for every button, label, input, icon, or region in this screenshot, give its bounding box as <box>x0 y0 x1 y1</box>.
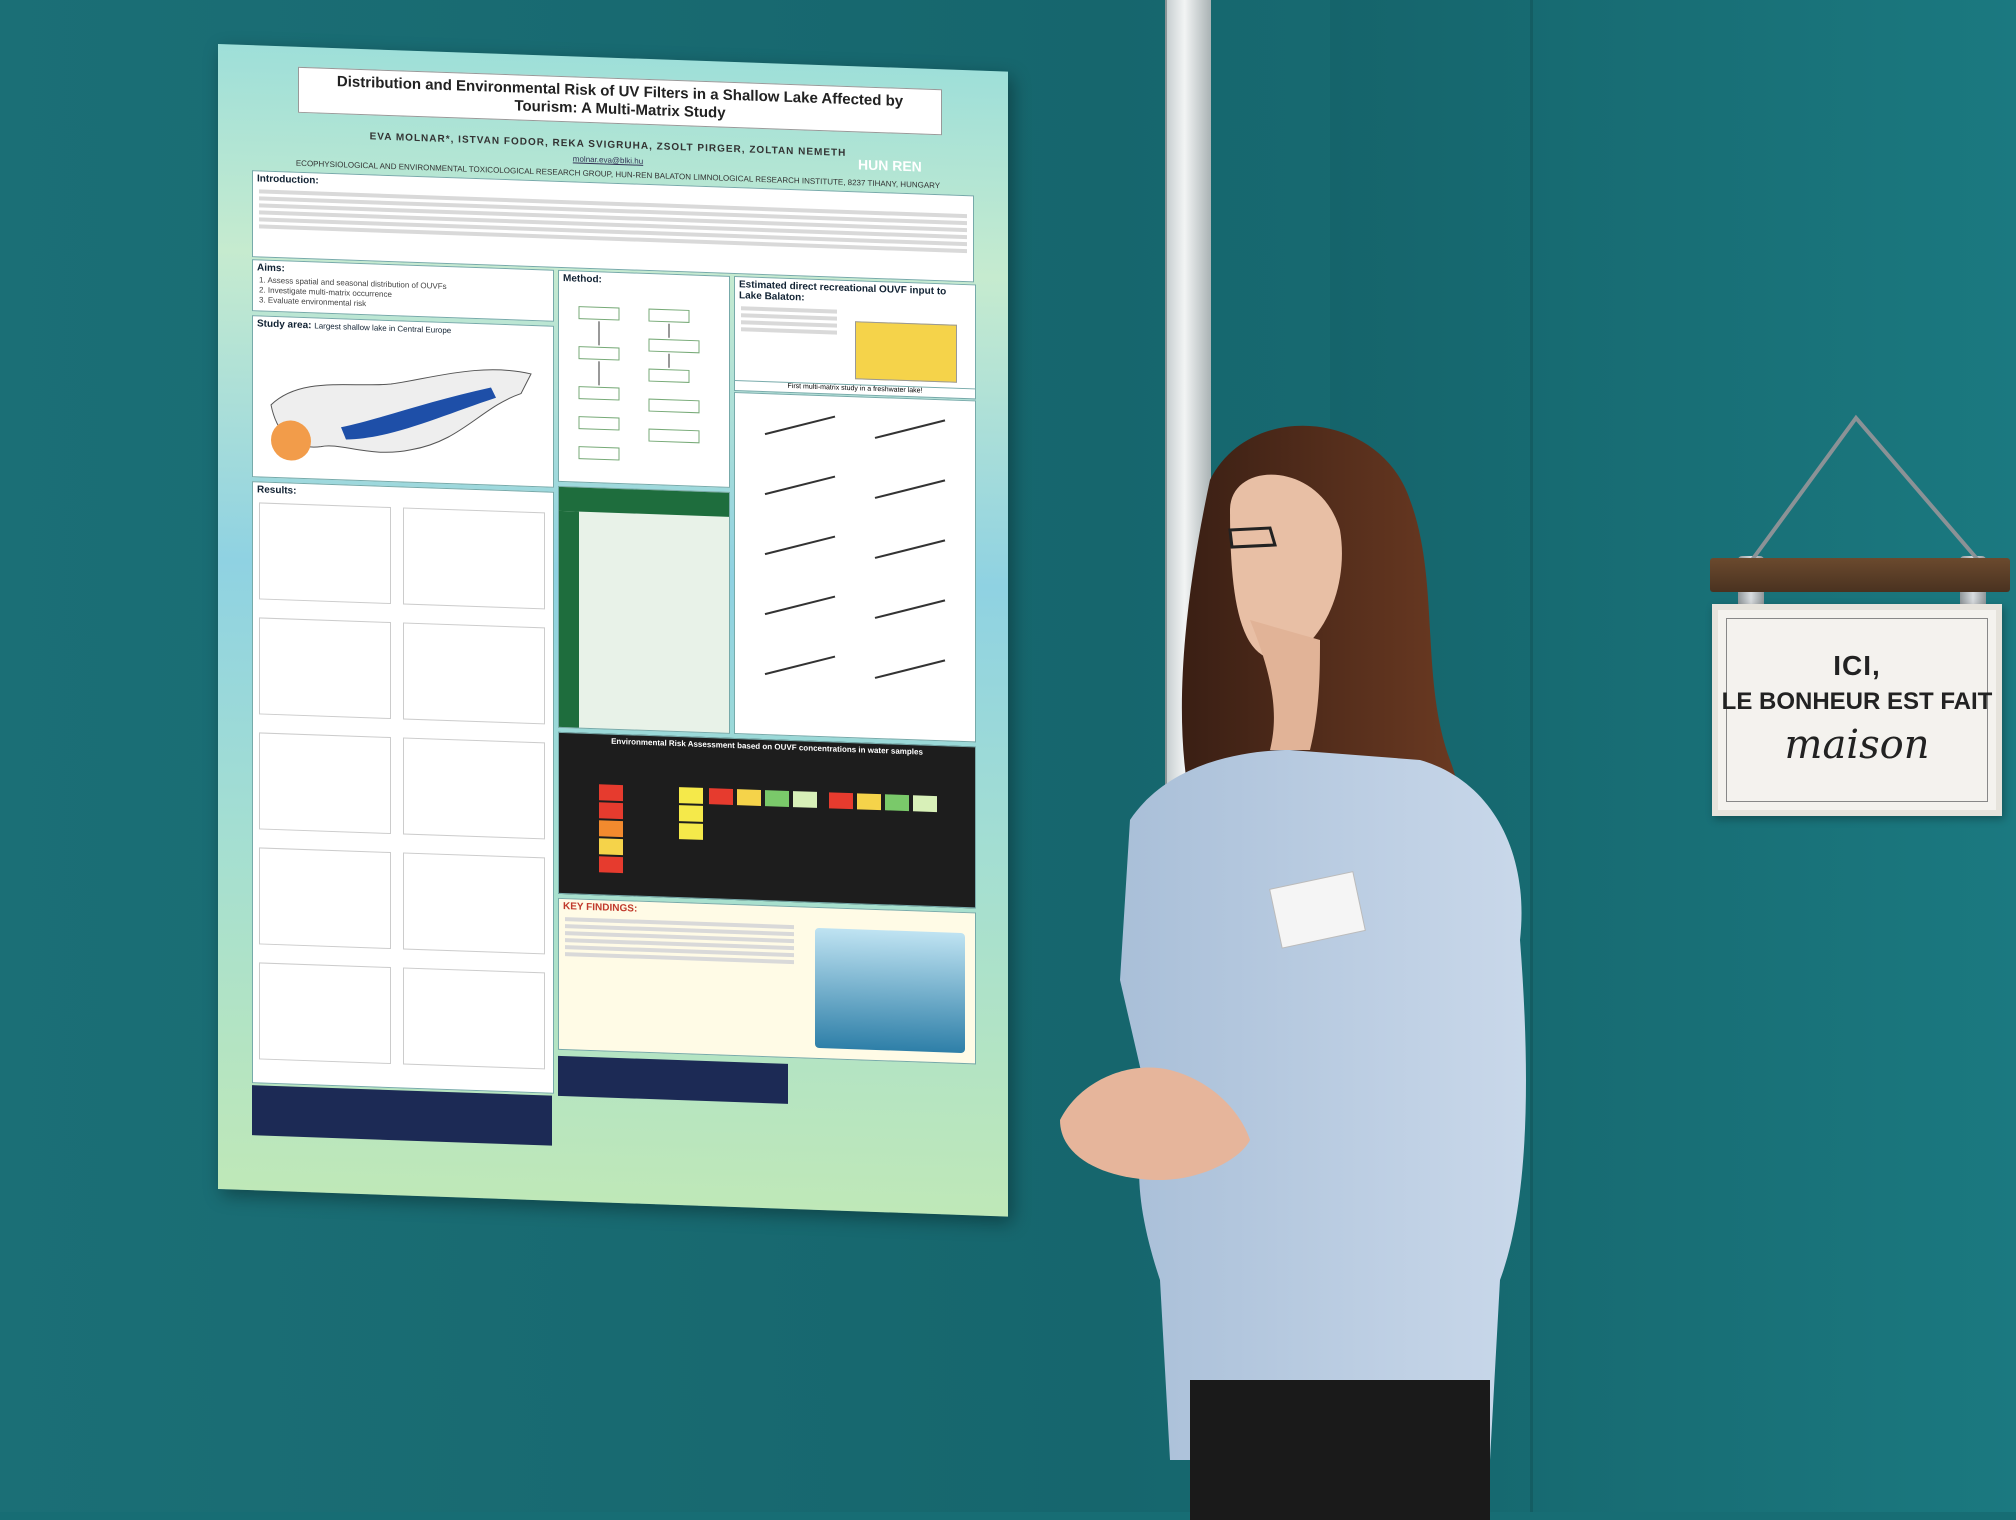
institute-logo: HUN REN <box>858 156 922 175</box>
key-findings-box: KEY FINDINGS: <box>558 897 976 1065</box>
boxplot-chart <box>403 737 545 840</box>
scientific-poster: Distribution and Environmental Risk of U… <box>218 44 1008 1217</box>
boxplot-chart <box>259 962 391 1065</box>
sign-text-line3: maison <box>1784 722 1930 768</box>
map-grid <box>764 415 946 679</box>
boxplot-chart <box>259 617 391 720</box>
boxplot-chart <box>403 622 545 725</box>
wall-corner <box>1530 0 1533 1512</box>
results-box: Results: <box>252 481 554 1094</box>
method-box: Method: <box>558 269 730 488</box>
boxplot-chart <box>259 732 391 835</box>
funding-note <box>558 1055 788 1104</box>
significance-table <box>558 485 730 734</box>
risk-assessment-table: Environmental Risk Assessment based on O… <box>558 731 976 909</box>
sign-chain <box>1750 414 1980 562</box>
aims-box: Aims: 1. Assess spatial and seasonal dis… <box>252 259 554 322</box>
wall-sign: ICI, LE BONHEUR EST FAIT maison <box>1712 604 2002 816</box>
lake-map <box>270 369 532 461</box>
presenter-person <box>1060 425 1526 1520</box>
estimated-input-heading: Estimated direct recreational OUVF input… <box>739 279 947 304</box>
lake-illustration <box>815 927 965 1054</box>
method-flowchart <box>578 306 700 461</box>
distribution-maps <box>734 392 976 743</box>
boxplot-chart <box>259 502 391 605</box>
boxplot-chart <box>259 847 391 950</box>
sign-text-line2: LE BONHEUR EST FAIT <box>1721 688 1993 715</box>
references-box <box>252 1085 552 1146</box>
boxplot-chart <box>403 852 545 955</box>
sign-hanging-bar <box>1710 558 2010 592</box>
poster-title: Distribution and Environmental Risk of U… <box>298 66 942 136</box>
boxplot-chart <box>403 507 545 610</box>
estimated-input-box: Estimated direct recreational OUVF input… <box>734 276 976 397</box>
boxplot-chart <box>403 967 545 1070</box>
sign-text-line1: ICI, <box>1833 650 1881 681</box>
study-area-box: Study area: Largest shallow lake in Cent… <box>252 315 554 488</box>
